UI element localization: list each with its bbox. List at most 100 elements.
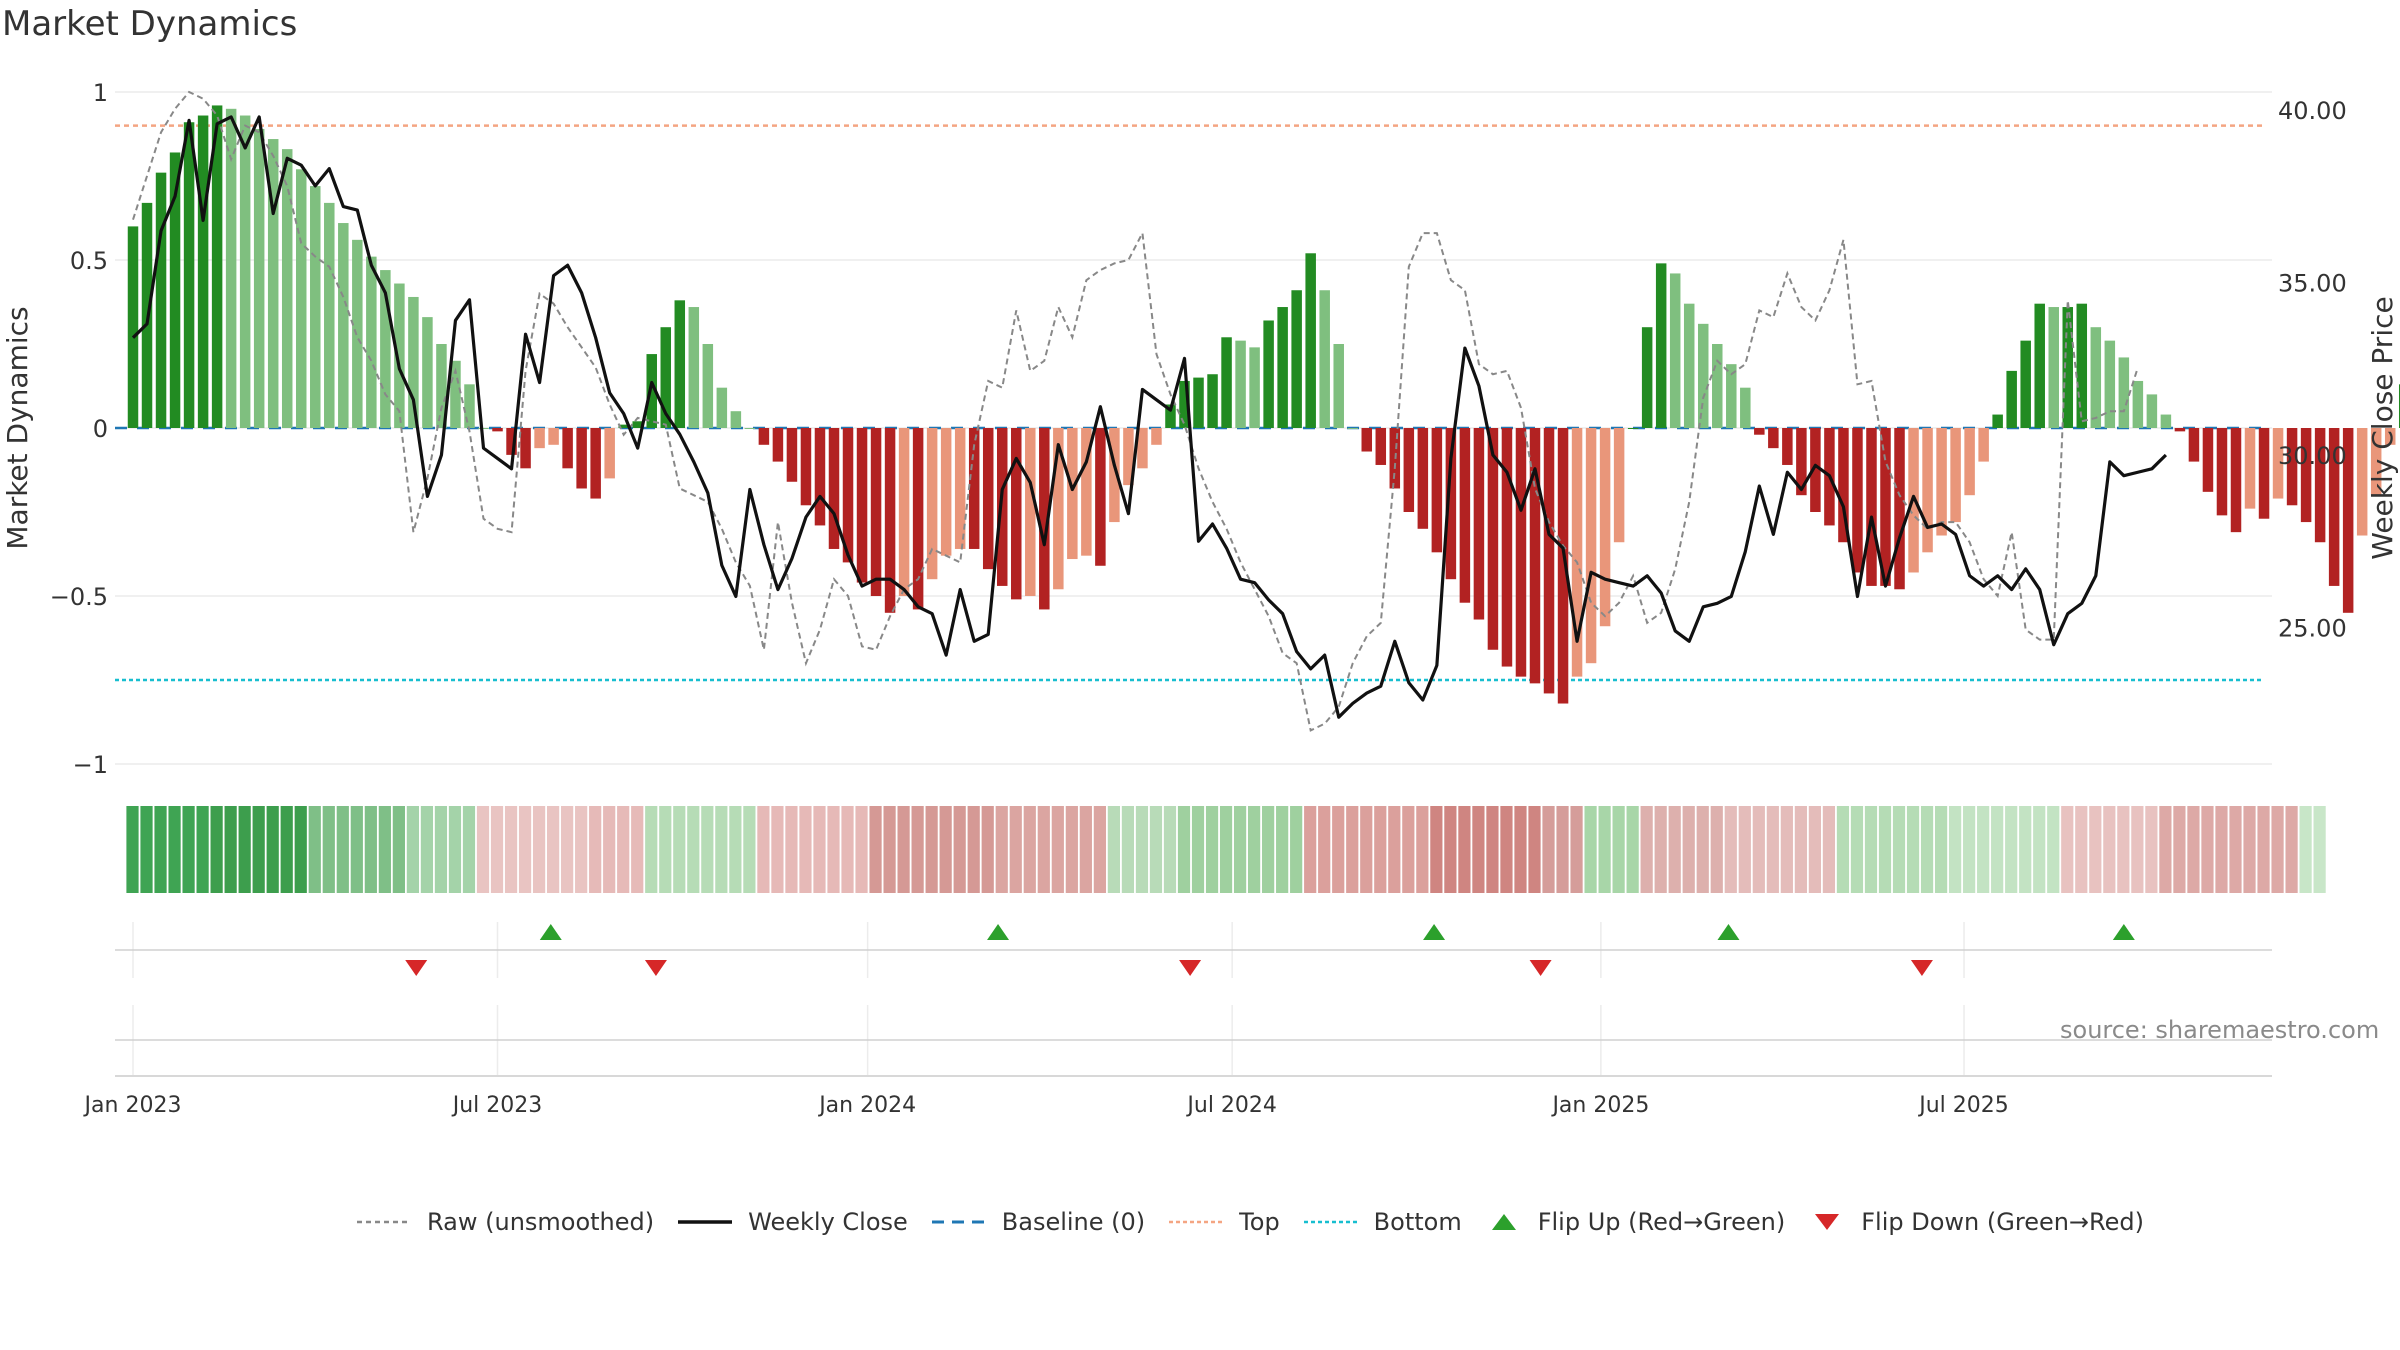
dynamics-bar (1683, 303, 1695, 428)
dynamics-bar (1459, 428, 1471, 603)
regime-cell (1177, 806, 1191, 893)
dynamics-bar (968, 428, 980, 549)
regime-cell (448, 806, 462, 893)
flip-up-marker (1717, 924, 1740, 940)
regime-cell (631, 806, 644, 893)
legend-item-raw: Raw (unsmoothed) (355, 1208, 654, 1236)
dynamics-bar (842, 428, 854, 563)
y-left-tick-label: 0 (93, 415, 108, 443)
regime-cell (1794, 806, 1807, 893)
regime-cell (967, 806, 980, 893)
dynamics-bar (1782, 428, 1793, 465)
dynamics-bar (478, 428, 489, 429)
regime-cell (1023, 806, 1036, 893)
x-tick-label: Jan 2025 (1550, 1093, 1649, 1118)
dynamics-bar (295, 169, 307, 428)
grid-layer (115, 91, 2272, 1077)
legend-label-flip-up: Flip Up (Red→Green) (1537, 1208, 1786, 1236)
regime-cell (659, 806, 672, 893)
dynamics-bar (660, 327, 672, 428)
dynamics-bar (688, 307, 700, 428)
dynamics-bar (2244, 428, 2256, 509)
dynamics-bar (940, 428, 952, 556)
dynamics-bar (926, 428, 938, 580)
dynamics-bar (1978, 428, 1989, 462)
regime-cell (1304, 806, 1317, 893)
dashed-gray-line-icon (357, 1220, 411, 1224)
dynamics-bar (2272, 428, 2284, 499)
regime-cell (1500, 806, 1513, 893)
dynamics-bar (1571, 428, 1583, 677)
regime-cell (392, 806, 405, 893)
dynamics-bar (1151, 428, 1162, 445)
dynamics-bar (786, 428, 798, 482)
regime-cell (434, 806, 448, 893)
dynamics-bar (1866, 428, 1877, 586)
dynamics-bar (1403, 428, 1415, 512)
dynamics-bar (758, 428, 770, 445)
regime-cell (336, 806, 349, 893)
dynamics-bar (1235, 340, 1246, 428)
regime-cell (1640, 806, 1653, 893)
dynamics-bar (1319, 290, 1330, 428)
regime-cell (2201, 806, 2214, 893)
dynamics-bar (1361, 428, 1373, 452)
regime-cell (869, 806, 882, 893)
regime-cell (126, 806, 139, 893)
dynamics-bar (590, 428, 601, 499)
raw-line-layer (132, 90, 2139, 732)
y-right-tick-label: 25.00 (2278, 615, 2347, 643)
regime-cell (2257, 806, 2270, 893)
regime-cell (2215, 806, 2228, 893)
dynamics-bar (1697, 323, 1709, 428)
dynamics-bar (506, 428, 517, 455)
dynamics-bar (1221, 337, 1232, 428)
dynamics-bar (1347, 428, 1358, 429)
dynamics-bar (1585, 428, 1597, 664)
dynamics-bar (1025, 428, 1036, 596)
dynamics-bar (492, 428, 503, 432)
dynamics-bar (2230, 428, 2242, 533)
dashed-blue-line-icon (931, 1220, 986, 1224)
regime-cell (673, 806, 686, 893)
dotted-orange-line-icon (1169, 1220, 1224, 1224)
regime-cell (897, 806, 910, 893)
dynamics-bar (856, 428, 868, 583)
regime-cell (350, 806, 363, 893)
dynamics-bar (2314, 428, 2326, 543)
dynamics-bar (618, 424, 629, 428)
dynamics-bar (1641, 327, 1653, 428)
dynamics-bar (380, 270, 391, 428)
regime-cell (1037, 806, 1050, 893)
regime-cell (715, 806, 728, 893)
legend-item-flip-up: Flip Up (Red→Green) (1484, 1208, 1786, 1236)
regime-cell (266, 806, 279, 893)
dynamics-bar (1810, 428, 1821, 512)
regime-cell (1780, 806, 1793, 893)
legend-label-close: Weekly Close (748, 1208, 908, 1236)
regime-cell (322, 806, 335, 893)
regime-cell (2089, 806, 2102, 893)
regime-cell (2061, 806, 2074, 893)
dynamics-bar (1081, 428, 1092, 556)
regime-cell (729, 806, 742, 893)
regime-cell (1233, 806, 1247, 893)
regime-cell (1009, 806, 1022, 893)
dynamics-bar (1207, 374, 1218, 428)
dynamics-bar (1375, 428, 1387, 465)
y-right-tick-label: 35.00 (2278, 270, 2347, 298)
regime-cell (1360, 806, 1373, 893)
regime-cell (757, 806, 770, 893)
regime-cell (939, 806, 952, 893)
dynamics-bar (1039, 428, 1050, 610)
dynamics-bar (996, 428, 1008, 586)
regime-cell (1696, 806, 1709, 893)
regime-cell (925, 806, 938, 893)
regime-cell (1121, 806, 1135, 893)
dynamics-bar (1263, 320, 1274, 428)
regime-cell (813, 806, 826, 893)
regime-cell (196, 806, 209, 893)
regime-cell (1570, 806, 1583, 893)
regime-cell (238, 806, 251, 893)
dynamics-bar (394, 283, 405, 428)
